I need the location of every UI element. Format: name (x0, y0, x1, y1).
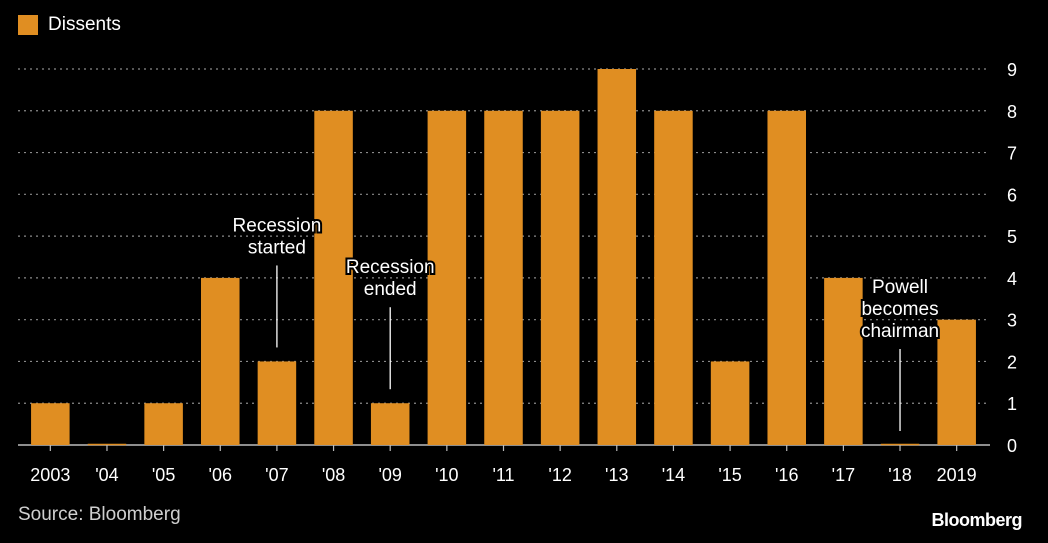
y-tick-label: 5 (1007, 227, 1017, 247)
source-note: Source: Bloomberg (18, 504, 181, 525)
annotation-text: Powell (872, 277, 928, 298)
y-tick-label: 2 (1007, 352, 1017, 372)
x-tick-label: '12 (548, 465, 571, 485)
x-tick-label: '10 (435, 465, 458, 485)
y-tick-label: 4 (1007, 269, 1017, 289)
bar (257, 361, 297, 445)
x-tick-label: '08 (322, 465, 345, 485)
bar (201, 277, 240, 445)
bar (937, 319, 976, 445)
legend: Dissents (18, 14, 121, 36)
y-tick-label: 9 (1007, 60, 1017, 80)
y-tick-label: 3 (1007, 311, 1017, 331)
bar (484, 110, 523, 446)
x-tick-label: '06 (209, 465, 232, 485)
y-tick-label: 0 (1007, 436, 1017, 456)
annotation-text: started (248, 237, 306, 258)
bar (710, 361, 750, 445)
y-tick-label: 1 (1007, 394, 1017, 414)
bar (31, 403, 70, 445)
bar (144, 403, 183, 445)
y-tick-label: 8 (1007, 102, 1017, 122)
bar (427, 110, 467, 446)
bar (824, 277, 863, 445)
x-tick-label: '04 (95, 465, 118, 485)
bar (767, 110, 806, 446)
x-tick-label: '07 (265, 465, 288, 485)
annotation-text: Recession (346, 257, 435, 278)
x-tick-label: '16 (775, 465, 798, 485)
y-tick-label: 7 (1007, 144, 1017, 164)
bar (314, 110, 353, 446)
x-tick-label: 2019 (937, 465, 977, 485)
legend-swatch (18, 15, 38, 35)
x-tick-label: '17 (832, 465, 855, 485)
annotation-text: Recession (233, 215, 322, 236)
x-tick-label: '13 (605, 465, 628, 485)
x-tick-label: 2003 (30, 465, 70, 485)
bloomberg-logo: Bloomberg (931, 510, 1022, 530)
x-tick-label: '15 (718, 465, 741, 485)
x-tick-label: '11 (492, 465, 514, 485)
x-tick-label: '05 (152, 465, 175, 485)
bar (540, 110, 580, 446)
annotation-text: ended (364, 279, 417, 300)
bar (654, 110, 693, 446)
x-tick-label: '14 (662, 465, 685, 485)
annotation-text: becomes (861, 299, 938, 320)
bar (597, 69, 637, 445)
bar (370, 403, 410, 445)
annotation-text: chairman (861, 321, 939, 342)
x-tick-label: '18 (888, 465, 911, 485)
legend-label: Dissents (48, 14, 121, 35)
y-tick-label: 6 (1007, 185, 1017, 205)
x-tick-label: '09 (378, 465, 401, 485)
